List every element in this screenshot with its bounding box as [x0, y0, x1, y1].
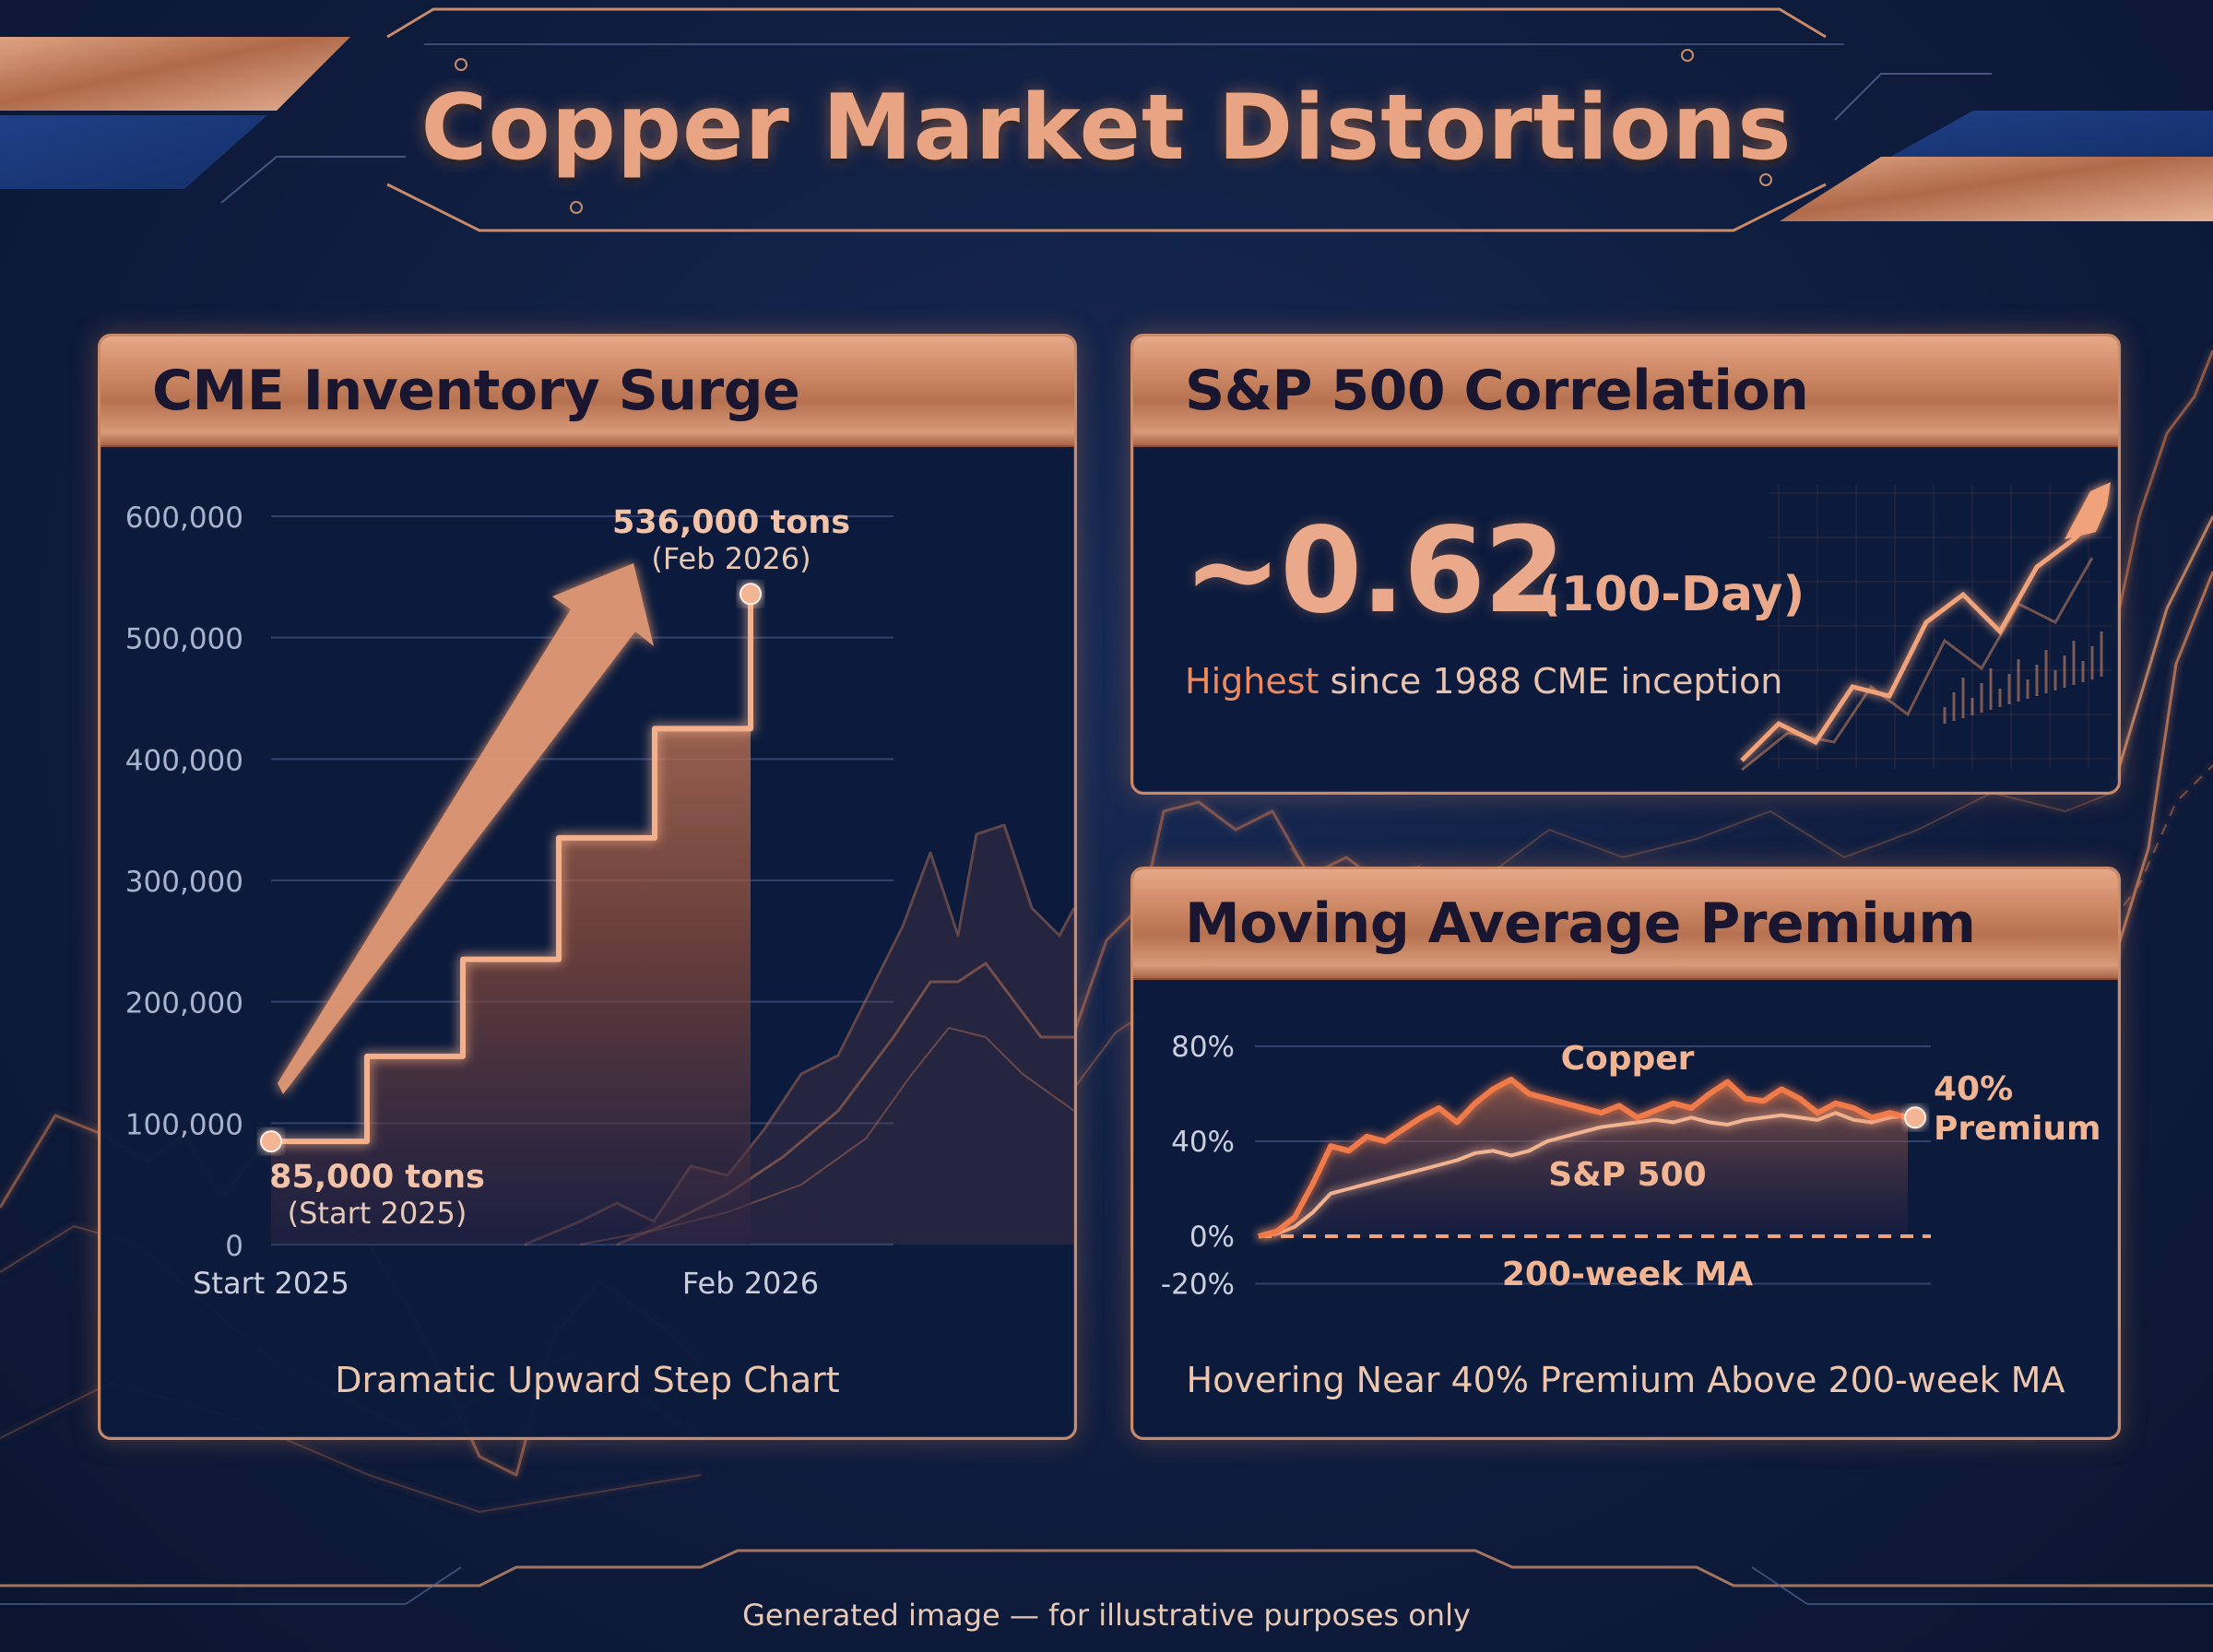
inventory-y-tick-label: 500,000: [125, 623, 243, 656]
inventory-data-point: [740, 583, 762, 606]
correlation-note: Highest since 1988 CME inception: [1185, 661, 1782, 702]
inventory-decor-area: [617, 825, 1074, 1245]
correlation-panel-title: S&P 500 Correlation: [1185, 359, 1809, 423]
correlation-panel-header: [1133, 336, 2118, 447]
premium-end-label-line2: Premium: [1934, 1110, 2101, 1148]
inventory-data-point: [260, 1130, 282, 1153]
inventory-y-tick-label: 200,000: [125, 987, 243, 1021]
page-title: Copper Market Distortions: [420, 76, 1793, 181]
premium-caption: Hovering Near 40% Premium Above 200-week…: [1186, 1360, 2065, 1400]
premium-end-label-line1: 40%: [1934, 1070, 2013, 1108]
premium-y-tick-label: 80%: [1171, 1031, 1235, 1064]
premium-y-tick-label: 0%: [1189, 1221, 1235, 1254]
inventory-y-tick-label: 600,000: [125, 502, 243, 535]
inventory-panel: CME Inventory Surge 0 100,000 200,000 300,0…: [98, 334, 1077, 1440]
inventory-caption: Dramatic Upward Step Chart: [335, 1360, 840, 1400]
premium-panel-header: [1133, 869, 2118, 980]
premium-sp500-label: S&P 500: [1548, 1156, 1706, 1194]
correlation-trend-illustration: [1740, 482, 2111, 772]
inventory-panel-header: [101, 336, 1074, 447]
premium-sp500-line: [1258, 1111, 1909, 1238]
inventory-end-value-label: 536,000 tons: [612, 504, 850, 541]
premium-y-tick-label: -20%: [1161, 1268, 1235, 1302]
correlation-value: ~0.62: [1183, 502, 1566, 640]
inventory-start-date-label: (Start 2025): [288, 1196, 467, 1231]
inventory-x-tick-label: Feb 2026: [682, 1266, 819, 1301]
correlation-decor-arrowhead: [2065, 482, 2111, 539]
premium-end-point: [1904, 1106, 1926, 1129]
correlation-decor-line: [1740, 519, 2094, 762]
premium-panel: Moving Average Premium -20% 0% 40% 80% Coppe…: [1130, 867, 2121, 1440]
inventory-y-tick-label: 100,000: [125, 1108, 243, 1141]
inventory-step-line: [271, 594, 753, 1145]
correlation-note-highlight: Highest: [1185, 661, 1320, 702]
premium-copper-label: Copper: [1561, 1040, 1695, 1078]
header-frame: [0, 7, 2213, 232]
premium-panel-title: Moving Average Premium: [1185, 891, 1976, 956]
premium-y-tick-label: 40%: [1171, 1126, 1235, 1159]
correlation-panel: S&P 500 Correlation ~0.62 (100-Day) High…: [1130, 334, 2121, 795]
correlation-note-rest: since 1988 CME inception: [1319, 661, 1783, 702]
inventory-trend-arrow: [278, 563, 654, 1094]
inventory-y-tick-label: 400,000: [125, 744, 243, 777]
premium-copper-line: [1258, 1077, 1909, 1239]
premium-ma-label: 200-week MA: [1502, 1256, 1753, 1293]
inventory-y-tick-label: 0: [225, 1230, 243, 1263]
inventory-step-chart: 0 100,000 200,000 300,000 400,000 500,000 600,…: [125, 502, 1074, 1301]
inventory-panel-title: CME Inventory Surge: [152, 359, 800, 423]
footer-disclaimer: Generated image — for illustrative purpo…: [742, 1598, 1471, 1633]
inventory-y-tick-label: 300,000: [125, 866, 243, 899]
inventory-x-tick-label: Start 2025: [193, 1266, 349, 1301]
correlation-period: (100-Day): [1539, 567, 1805, 622]
inventory-step-area: [271, 594, 751, 1245]
footer-frame: [0, 1549, 2213, 1605]
inventory-start-value-label: 85,000 tons: [269, 1159, 485, 1196]
inventory-end-date-label: (Feb 2026): [651, 541, 811, 576]
